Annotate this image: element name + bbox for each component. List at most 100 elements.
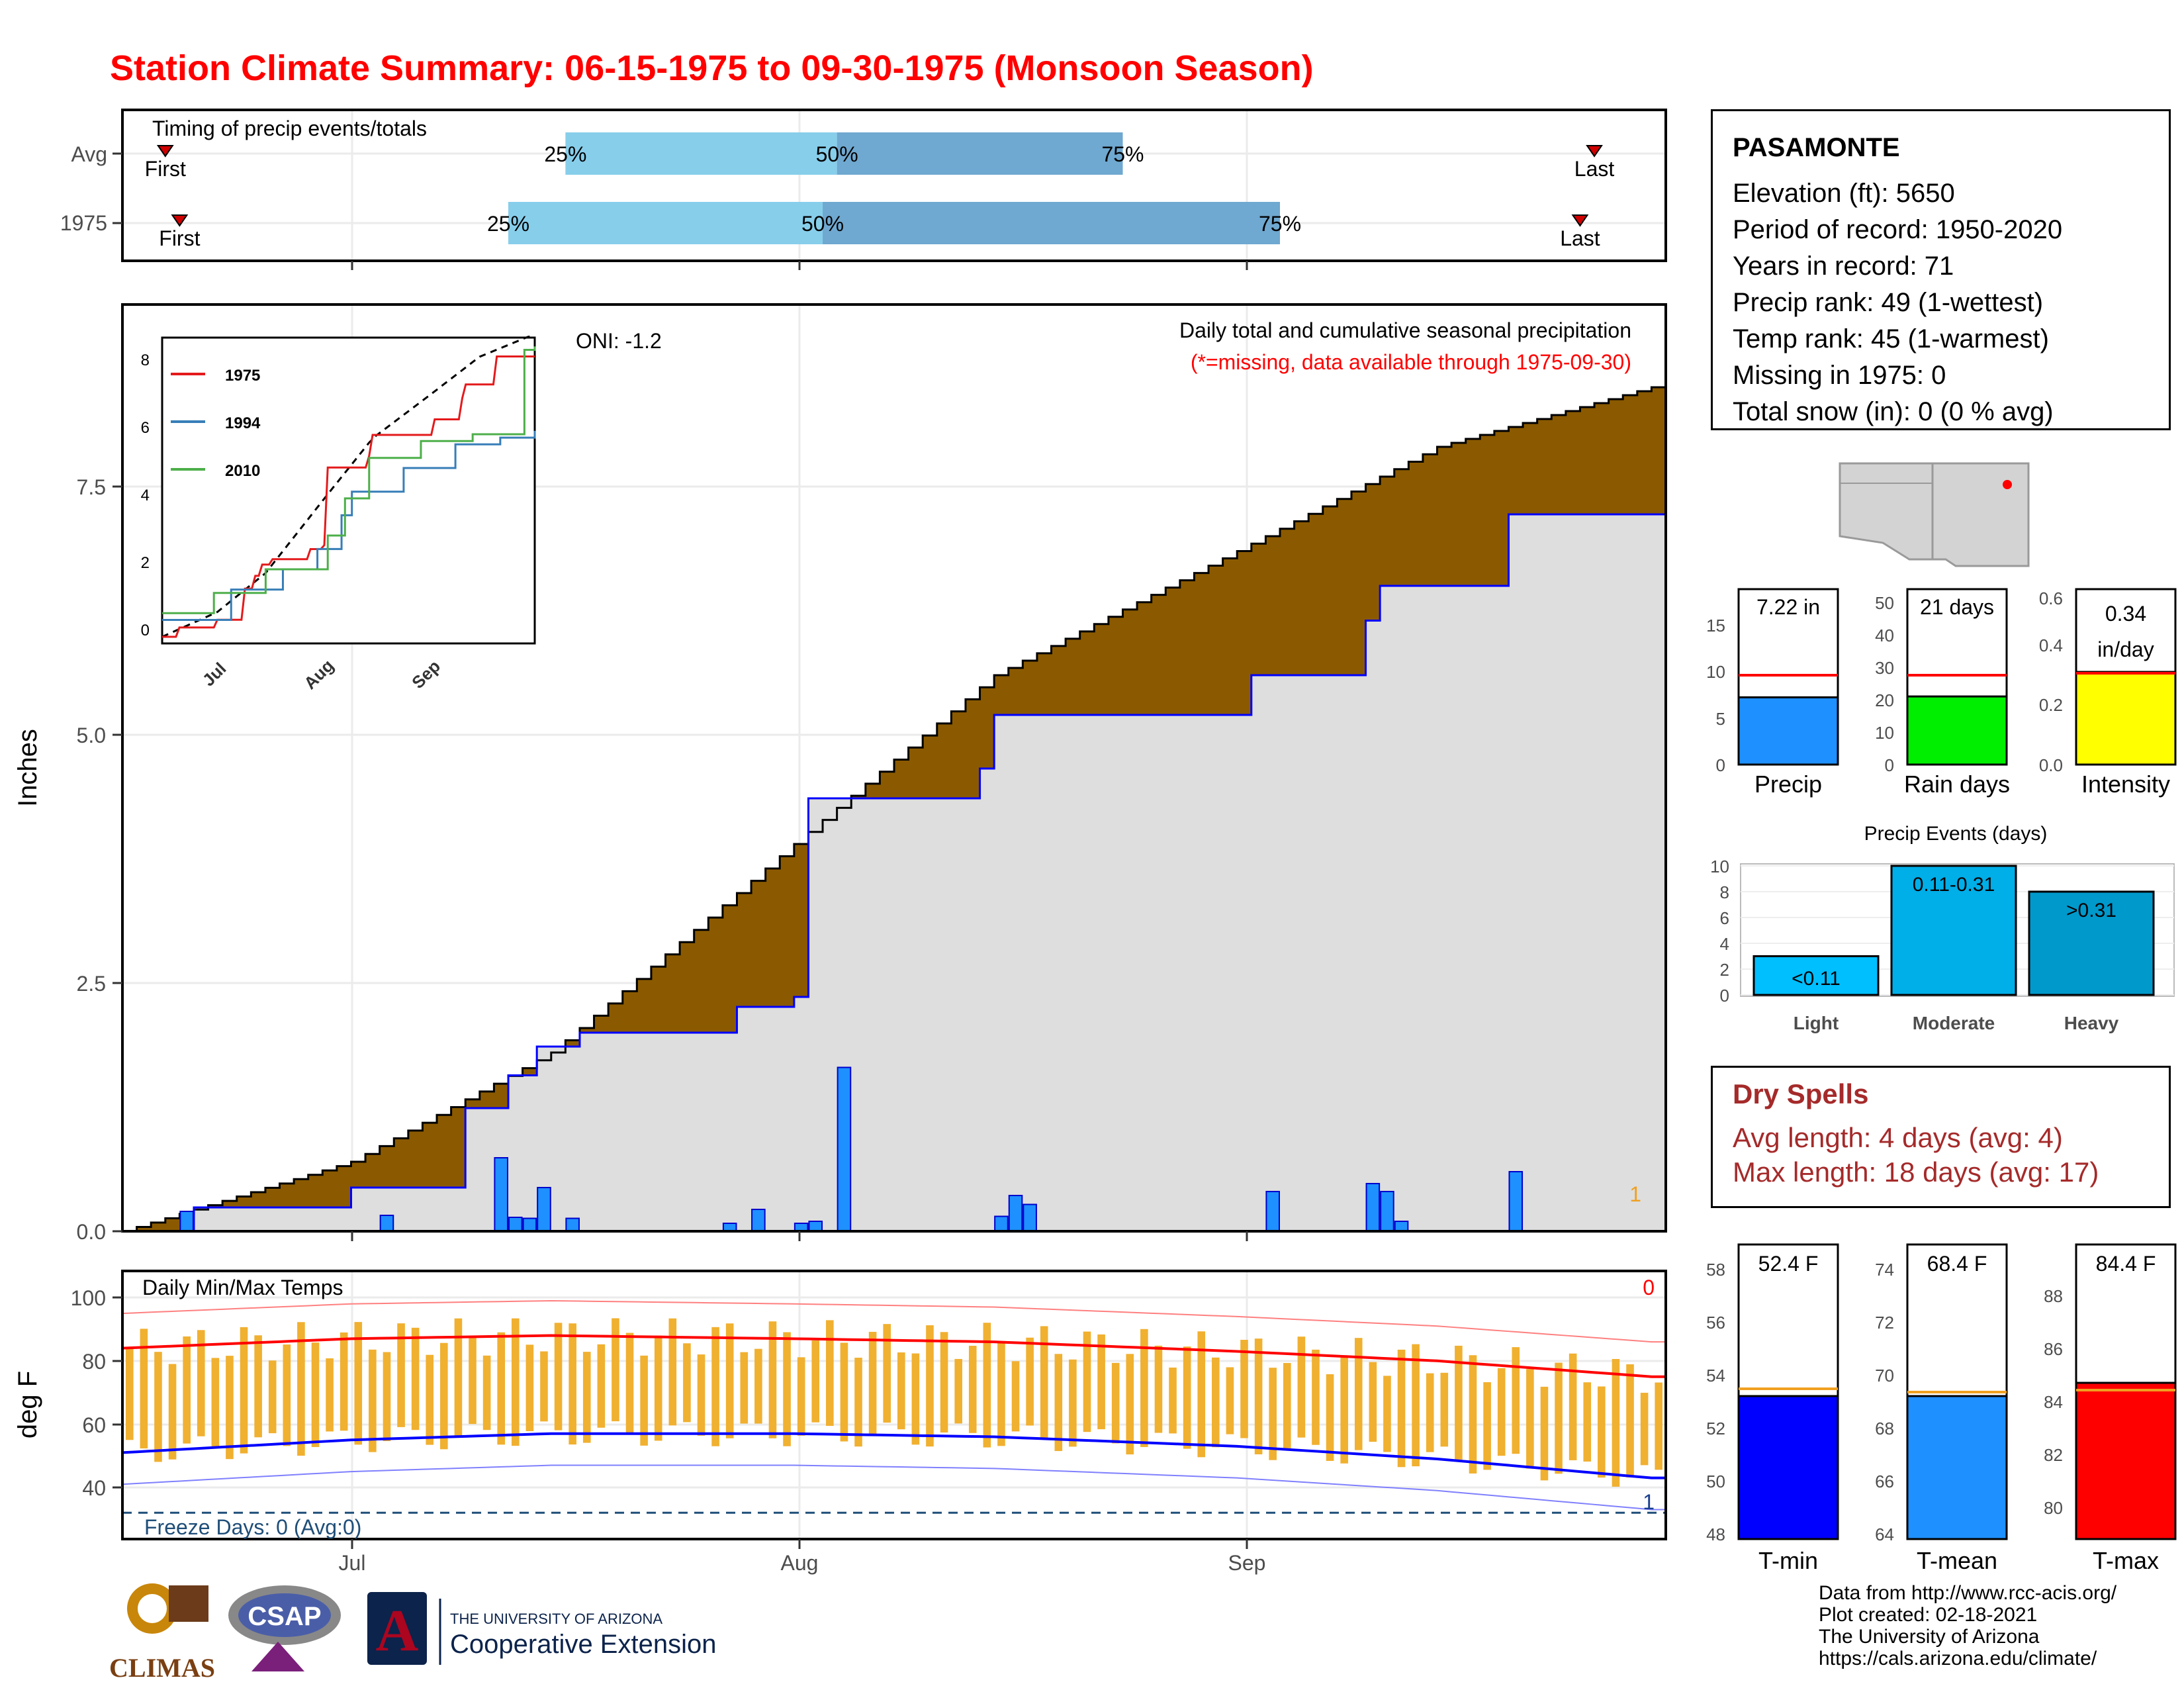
temps-xtick: Jul bbox=[339, 1551, 366, 1575]
mini-ytick: 10 bbox=[1875, 723, 1894, 743]
temp-daily-bar bbox=[554, 1323, 563, 1430]
timing-quantile-label: 75% bbox=[1101, 142, 1144, 166]
precip-ytick: 0.0 bbox=[77, 1220, 106, 1244]
precip-ytick: 7.5 bbox=[77, 475, 106, 499]
mini-ytick: 82 bbox=[2044, 1445, 2063, 1465]
timing-quantile-label: 75% bbox=[1259, 212, 1301, 236]
events-ytick: 8 bbox=[1720, 882, 1729, 902]
intensity-value: 0.34 bbox=[2105, 602, 2146, 626]
mini-ytick: 50 bbox=[1706, 1472, 1725, 1491]
temps-ytick: 40 bbox=[82, 1476, 106, 1500]
timing-bars: First Last 25% 50% 75% First Last 25% 50% 75% bbox=[145, 132, 1615, 250]
station-precip-rank: Precip rank: 49 (1-wettest) bbox=[1733, 288, 2044, 317]
events-label-moderate: Moderate bbox=[1913, 1013, 1995, 1033]
precip-total-bar bbox=[1737, 696, 1839, 766]
station-temp-rank: Temp rank: 45 (1-warmest) bbox=[1733, 324, 2049, 353]
temp-daily-bar bbox=[1111, 1362, 1120, 1444]
temps-ytick: 100 bbox=[71, 1286, 106, 1310]
mini-precip-amount: 7.22 in Precip 0 5 10 15 bbox=[1706, 588, 1839, 798]
temp-daily-bar bbox=[440, 1342, 448, 1450]
temp-daily-bar bbox=[654, 1335, 662, 1441]
temp-daily-bar bbox=[1040, 1326, 1048, 1438]
temp-daily-bar bbox=[383, 1352, 391, 1442]
temp-daily-bar bbox=[426, 1354, 434, 1445]
temp-daily-bar bbox=[1269, 1368, 1277, 1460]
temp-daily-bar bbox=[1512, 1347, 1520, 1454]
temps-xtick: Sep bbox=[1228, 1551, 1266, 1575]
events-range-light: <0.11 bbox=[1792, 968, 1841, 990]
precip-daily-bar bbox=[179, 1211, 194, 1232]
rain-days-bar bbox=[1906, 695, 2008, 766]
temp-daily-bar bbox=[1555, 1362, 1563, 1474]
inset-line-1994 bbox=[162, 430, 536, 621]
events-range-heavy: >0.31 bbox=[2066, 900, 2116, 921]
oni-label: ONI: -1.2 bbox=[576, 329, 662, 353]
temp-daily-bar bbox=[968, 1346, 977, 1433]
temps-count-top: 0 bbox=[1643, 1276, 1655, 1299]
temp-daily-bar bbox=[1655, 1382, 1662, 1470]
temp-daily-bar bbox=[725, 1323, 734, 1438]
tmin-value: 52.4 F bbox=[1758, 1252, 1819, 1276]
mini-ytick: 88 bbox=[2044, 1286, 2063, 1306]
temp-daily-bar bbox=[512, 1318, 520, 1446]
temp-daily-bar bbox=[697, 1354, 705, 1436]
inset-line-2010 bbox=[162, 346, 536, 614]
mini-ytick: 58 bbox=[1706, 1260, 1725, 1280]
precip-daily-bars bbox=[179, 1066, 1524, 1232]
temp-daily-bar bbox=[211, 1358, 220, 1448]
precip-events-chart: Precip Events (days) <0.11 0.11-0.31 >0.… bbox=[1710, 823, 2175, 1033]
temp-daily-bar bbox=[297, 1322, 305, 1456]
temp-daily-bar bbox=[126, 1348, 134, 1440]
events-ytick: 10 bbox=[1710, 857, 1729, 876]
temps-ytick: 80 bbox=[82, 1350, 106, 1374]
temp-daily-bar bbox=[397, 1323, 405, 1427]
mini-ytick: 0.4 bbox=[2039, 635, 2063, 655]
temp-daily-bar bbox=[411, 1327, 420, 1430]
precip-daily-bar bbox=[537, 1187, 551, 1232]
timing-bar-q2 bbox=[823, 202, 1280, 244]
dry-spells-title: Dry Spells bbox=[1733, 1078, 1869, 1109]
temp-daily-bar bbox=[1612, 1358, 1620, 1487]
precip-daily-bar bbox=[837, 1066, 852, 1232]
temp-daily-bar bbox=[1183, 1346, 1191, 1449]
temp-daily-bar bbox=[911, 1353, 920, 1445]
temp-daily-bar bbox=[783, 1332, 791, 1446]
temp-daily-bar bbox=[1455, 1345, 1463, 1460]
inset-legend-1975: 1975 bbox=[225, 367, 260, 385]
station-location-marker bbox=[2003, 480, 2012, 489]
mini-ytick: 50 bbox=[1875, 593, 1894, 613]
timing-marker-label: Last bbox=[1574, 157, 1615, 181]
mini-ytick: 64 bbox=[1875, 1524, 1894, 1544]
mini-ytick: 66 bbox=[1875, 1472, 1894, 1491]
temp-daily-bar bbox=[597, 1344, 606, 1428]
climas-text: CLIMAS bbox=[109, 1653, 215, 1683]
inset-xtick: Jul bbox=[199, 659, 230, 690]
temp-daily-bar bbox=[797, 1357, 805, 1436]
precip-daily-bar bbox=[1394, 1221, 1409, 1232]
precip-cumulative bbox=[122, 386, 1666, 1233]
svg-text:A: A bbox=[376, 1598, 419, 1664]
temp-daily-bar bbox=[140, 1329, 148, 1449]
temp-daily-bar bbox=[1583, 1382, 1592, 1462]
temp-daily-bar bbox=[840, 1342, 848, 1442]
temp-daily-bar bbox=[983, 1323, 991, 1448]
mini-tmax: 84.4 F T-max 80 82 84 86 88 bbox=[2044, 1243, 2177, 1574]
temp-daily-bar bbox=[354, 1322, 363, 1445]
inset-xtick: Sep bbox=[408, 656, 444, 692]
temp-daily-bar bbox=[1440, 1372, 1449, 1447]
station-period: Period of record: 1950-2020 bbox=[1733, 215, 2063, 244]
freeze-days: Freeze Days: 0 (Avg:0) bbox=[144, 1515, 361, 1539]
tmax-bar bbox=[2075, 1382, 2177, 1540]
temp-daily-bar bbox=[1483, 1382, 1491, 1470]
mini-ytick: 30 bbox=[1875, 658, 1894, 678]
temp-daily-bar bbox=[525, 1344, 534, 1431]
timing-bar-q1 bbox=[508, 202, 823, 244]
temp-daily-bar bbox=[683, 1343, 691, 1423]
precip-annotation: Daily total and cumulative seasonal prec… bbox=[1179, 318, 1631, 342]
timing-bar-q1 bbox=[565, 132, 837, 175]
temp-daily-bar bbox=[768, 1321, 777, 1438]
temp-daily-bar bbox=[369, 1349, 377, 1452]
temp-daily-bar bbox=[612, 1318, 619, 1422]
tmean-label: T-mean bbox=[1917, 1547, 1997, 1574]
temp-daily-bar bbox=[826, 1320, 834, 1427]
